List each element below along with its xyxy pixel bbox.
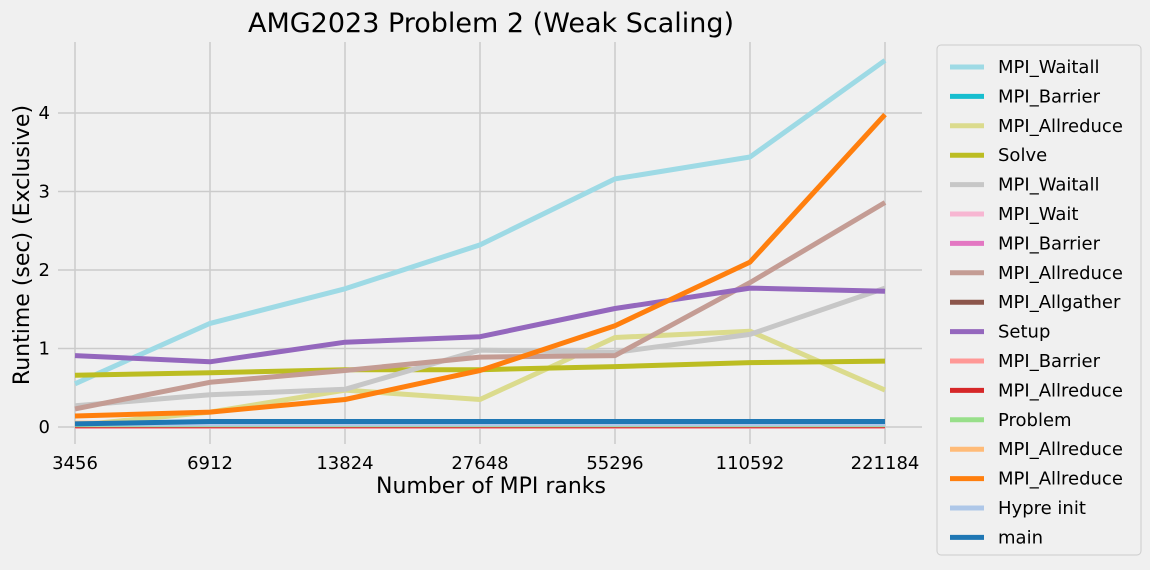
legend-label: MPI_Barrier <box>998 233 1101 254</box>
y-tick-label: 0 <box>39 417 50 438</box>
series-lines <box>73 58 887 429</box>
x-tick-label: 221184 <box>851 453 920 474</box>
legend-label: MPI_Allreduce <box>998 116 1123 137</box>
x-axis-label: Number of MPI ranks <box>376 474 606 499</box>
series-line-14 <box>74 112 887 419</box>
legend-label: main <box>998 527 1043 548</box>
legend-label: MPI_Wait <box>998 204 1078 225</box>
series-line-0 <box>73 58 887 387</box>
chart-title: AMG2023 Problem 2 (Weak Scaling) <box>248 8 734 39</box>
legend-box <box>936 44 1142 556</box>
legend-label: MPI_Allreduce <box>998 469 1123 490</box>
legend-label: Setup <box>998 322 1050 343</box>
tick-labels: 3456 6912 13824 27648 55296 110592 221184 0 1 2 3 4 <box>39 103 920 474</box>
x-tick-label: 13824 <box>316 453 373 474</box>
legend-label: Solve <box>998 145 1047 166</box>
x-tick-label: 3456 <box>52 453 98 474</box>
series-line-7 <box>74 200 887 412</box>
legend-label: Problem <box>998 410 1072 431</box>
legend-label: MPI_Barrier <box>998 351 1101 372</box>
legend-label: MPI_Waitall <box>998 175 1099 196</box>
x-tick-label: 6912 <box>187 453 233 474</box>
series-line-9 <box>74 285 886 365</box>
y-tick-label: 2 <box>39 260 50 281</box>
legend-label: MPI_Waitall <box>998 57 1099 78</box>
legend: MPI_Waitall MPI_Barrier MPI_Allreduce Solve… <box>936 44 1142 556</box>
y-axis-label: Runtime (sec) (Exclusive) <box>10 105 35 385</box>
legend-label: MPI_Barrier <box>998 86 1101 107</box>
legend-label: MPI_Allgather <box>998 292 1121 313</box>
y-tick-label: 1 <box>39 339 50 360</box>
plot-area <box>58 42 922 444</box>
legend-label: Hypre init <box>998 498 1086 519</box>
series-line-4 <box>74 285 886 409</box>
x-tick-label: 110592 <box>716 453 785 474</box>
x-tick-label: 55296 <box>586 453 643 474</box>
legend-label: MPI_Allreduce <box>998 263 1123 284</box>
x-tick-label: 27648 <box>451 453 508 474</box>
series-line-16 <box>74 419 885 427</box>
y-tick-label: 4 <box>39 103 50 124</box>
y-tick-label: 3 <box>39 182 50 203</box>
legend-label: MPI_Allreduce <box>998 439 1123 460</box>
legend-label: MPI_Allreduce <box>998 380 1123 401</box>
